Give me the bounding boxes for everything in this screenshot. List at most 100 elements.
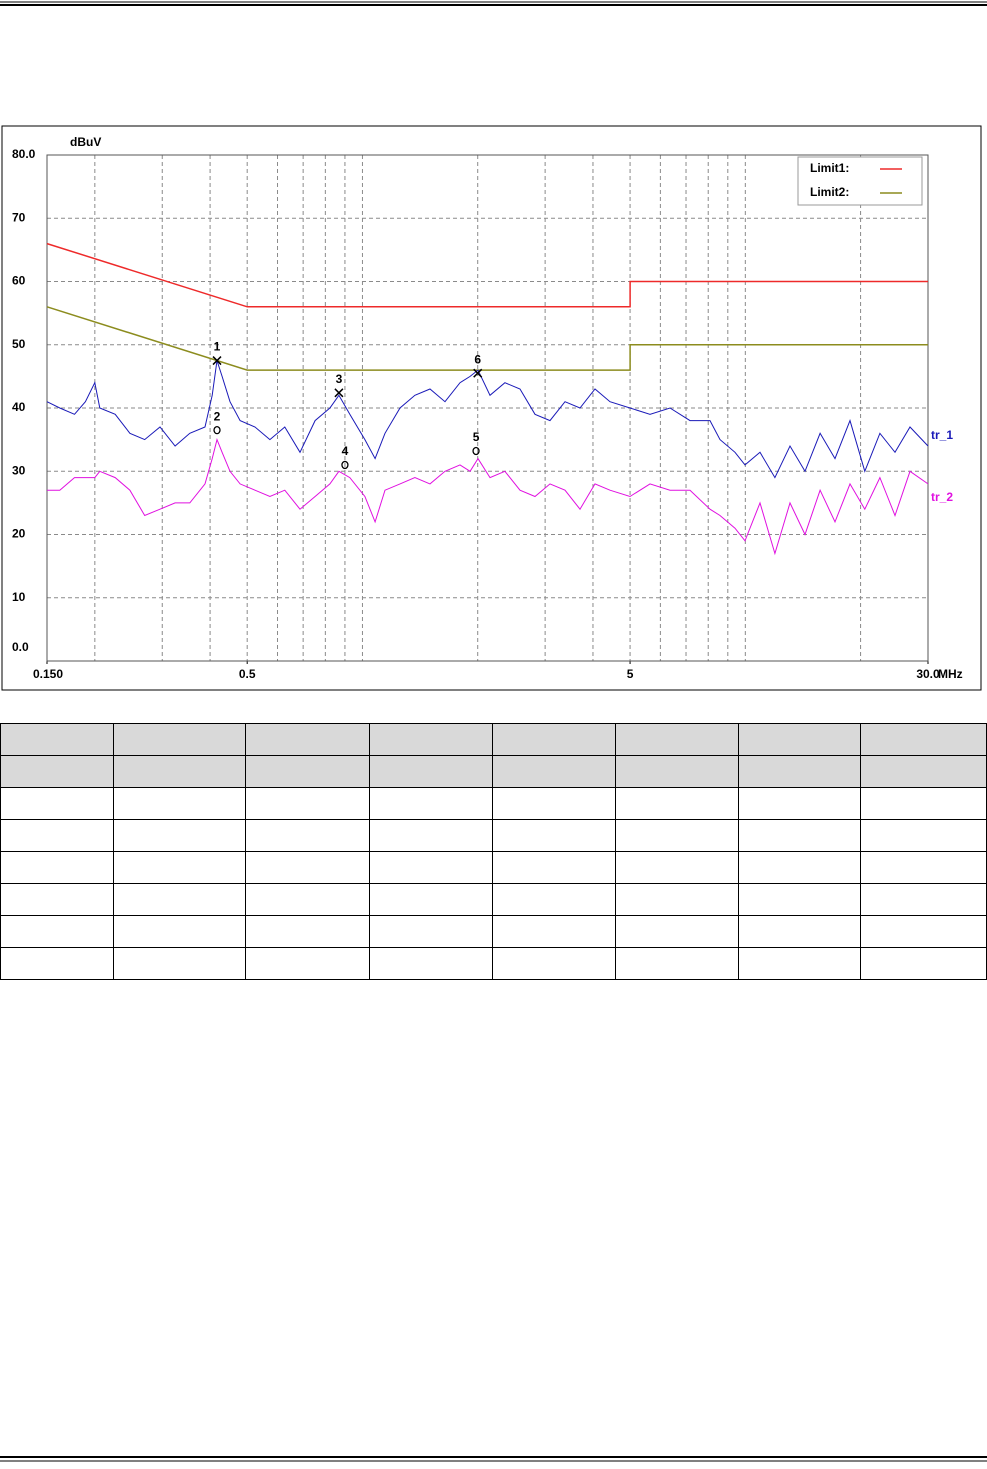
marker-label: 5	[473, 430, 480, 444]
marker-cross	[334, 388, 344, 398]
table-cell	[369, 787, 493, 820]
table-cell	[492, 723, 616, 756]
y-tick-label: 10	[12, 590, 26, 604]
table-cell	[738, 755, 861, 788]
marker-circle	[472, 446, 480, 456]
table-cell	[492, 851, 616, 884]
x-unit-label: MHz	[938, 667, 963, 681]
table-cell	[492, 819, 616, 852]
y-tick-label: 70	[12, 210, 26, 224]
table-cell	[369, 947, 493, 980]
series-line	[47, 437, 929, 556]
marker-cross	[212, 356, 222, 366]
table-cell	[615, 883, 739, 916]
table-cell	[615, 755, 739, 788]
result-table	[0, 723, 987, 980]
table-cell	[113, 787, 246, 820]
table-cell	[113, 947, 246, 980]
table-cell	[113, 755, 246, 788]
marker-circle	[213, 425, 221, 435]
table-cell	[113, 915, 246, 948]
marker-circle	[341, 460, 349, 470]
table-cell	[615, 723, 739, 756]
table-cell	[0, 755, 114, 788]
table-cell	[738, 883, 861, 916]
table-cell	[492, 883, 616, 916]
x-tick-label: 5	[627, 667, 634, 681]
table-cell	[492, 947, 616, 980]
table-cell	[0, 723, 114, 756]
trace-label: tr_1	[931, 428, 953, 442]
table-cell	[860, 947, 987, 980]
y-tick-label: 30	[12, 463, 26, 477]
table-cell	[245, 915, 370, 948]
table-cell	[369, 851, 493, 884]
table-cell	[245, 851, 370, 884]
marker-label: 2	[214, 409, 221, 423]
table-cell	[113, 723, 246, 756]
y-tick-label: 40	[12, 400, 26, 414]
table-cell	[245, 723, 370, 756]
table-cell	[860, 723, 987, 756]
table-cell	[615, 787, 739, 820]
legend-box	[797, 156, 923, 206]
x-tick-label: 0.5	[239, 667, 256, 681]
table-cell	[369, 723, 493, 756]
legend-label: Limit1:	[810, 161, 849, 175]
table-cell	[0, 819, 114, 852]
table-cell	[860, 819, 987, 852]
table-cell	[245, 819, 370, 852]
table-cell	[113, 851, 246, 884]
marker-label: 1	[214, 340, 221, 354]
marker-label: 3	[336, 372, 343, 386]
y-tick-label: 60	[12, 274, 26, 288]
table-cell	[860, 915, 987, 948]
table-cell	[738, 915, 861, 948]
table-cell	[369, 819, 493, 852]
table-cell	[492, 755, 616, 788]
table-cell	[615, 915, 739, 948]
table-cell	[245, 755, 370, 788]
x-tick-label: 0.150	[33, 667, 63, 681]
table-cell	[245, 883, 370, 916]
table-cell	[860, 883, 987, 916]
table-cell	[615, 851, 739, 884]
marker-label: 6	[474, 352, 481, 366]
table-cell	[738, 947, 861, 980]
x-tick-label: 30.0	[916, 667, 940, 681]
marker-label: 4	[342, 444, 349, 458]
table-cell	[860, 851, 987, 884]
marker-cross	[473, 368, 483, 378]
table-cell	[245, 787, 370, 820]
table-cell	[615, 819, 739, 852]
table-cell	[0, 787, 114, 820]
y-tick-label: 80.0	[12, 147, 36, 161]
y-tick-label: 50	[12, 337, 26, 351]
series-line	[46, 242, 928, 308]
table-cell	[113, 883, 246, 916]
table-cell	[369, 883, 493, 916]
table-cell	[492, 787, 616, 820]
y-tick-label: 20	[12, 527, 26, 541]
table-cell	[860, 787, 987, 820]
table-cell	[245, 947, 370, 980]
table-cell	[0, 915, 114, 948]
table-cell	[0, 851, 114, 884]
series-line	[46, 306, 928, 371]
table-cell	[738, 819, 861, 852]
table-cell	[0, 947, 114, 980]
table-cell	[738, 851, 861, 884]
table-cell	[492, 915, 616, 948]
table-cell	[369, 915, 493, 948]
table-cell	[860, 755, 987, 788]
table-cell	[738, 787, 861, 820]
y-tick-label: 0.0	[12, 640, 29, 654]
table-cell	[738, 723, 861, 756]
table-cell	[113, 819, 246, 852]
table-cell	[369, 755, 493, 788]
legend-label: Limit2:	[810, 185, 849, 199]
series-line	[46, 360, 929, 479]
table-cell	[615, 947, 739, 980]
